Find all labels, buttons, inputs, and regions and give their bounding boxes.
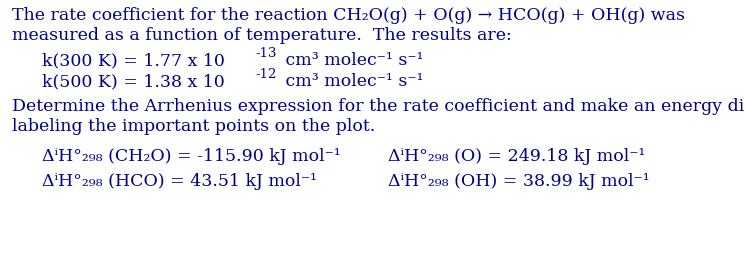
Text: ΔⁱH°₂₉₈ (CH₂O) = -115.90 kJ mol⁻¹: ΔⁱH°₂₉₈ (CH₂O) = -115.90 kJ mol⁻¹: [42, 148, 340, 165]
Text: k(300 K) = 1.77 x 10: k(300 K) = 1.77 x 10: [42, 52, 225, 69]
Text: k(500 K) = 1.38 x 10: k(500 K) = 1.38 x 10: [42, 73, 225, 90]
Text: ΔⁱH°₂₉₈ (O) = 249.18 kJ mol⁻¹: ΔⁱH°₂₉₈ (O) = 249.18 kJ mol⁻¹: [388, 148, 645, 165]
Text: cm³ molec⁻¹ s⁻¹: cm³ molec⁻¹ s⁻¹: [280, 73, 423, 90]
Text: -12: -12: [255, 68, 276, 81]
Text: measured as a function of temperature.  The results are:: measured as a function of temperature. T…: [12, 27, 512, 44]
Text: -13: -13: [255, 47, 276, 60]
Text: cm³ molec⁻¹ s⁻¹: cm³ molec⁻¹ s⁻¹: [280, 52, 423, 69]
Text: Determine the Arrhenius expression for the rate coefficient and make an energy d: Determine the Arrhenius expression for t…: [12, 98, 745, 115]
Text: ΔⁱH°₂₉₈ (HCO) = 43.51 kJ mol⁻¹: ΔⁱH°₂₉₈ (HCO) = 43.51 kJ mol⁻¹: [42, 173, 317, 190]
Text: The rate coefficient for the reaction CH₂O(g) + O(g) → HCO(g) + OH(g) was: The rate coefficient for the reaction CH…: [12, 7, 685, 24]
Text: labeling the important points on the plot.: labeling the important points on the plo…: [12, 118, 375, 135]
Text: ΔⁱH°₂₉₈ (OH) = 38.99 kJ mol⁻¹: ΔⁱH°₂₉₈ (OH) = 38.99 kJ mol⁻¹: [388, 173, 650, 190]
